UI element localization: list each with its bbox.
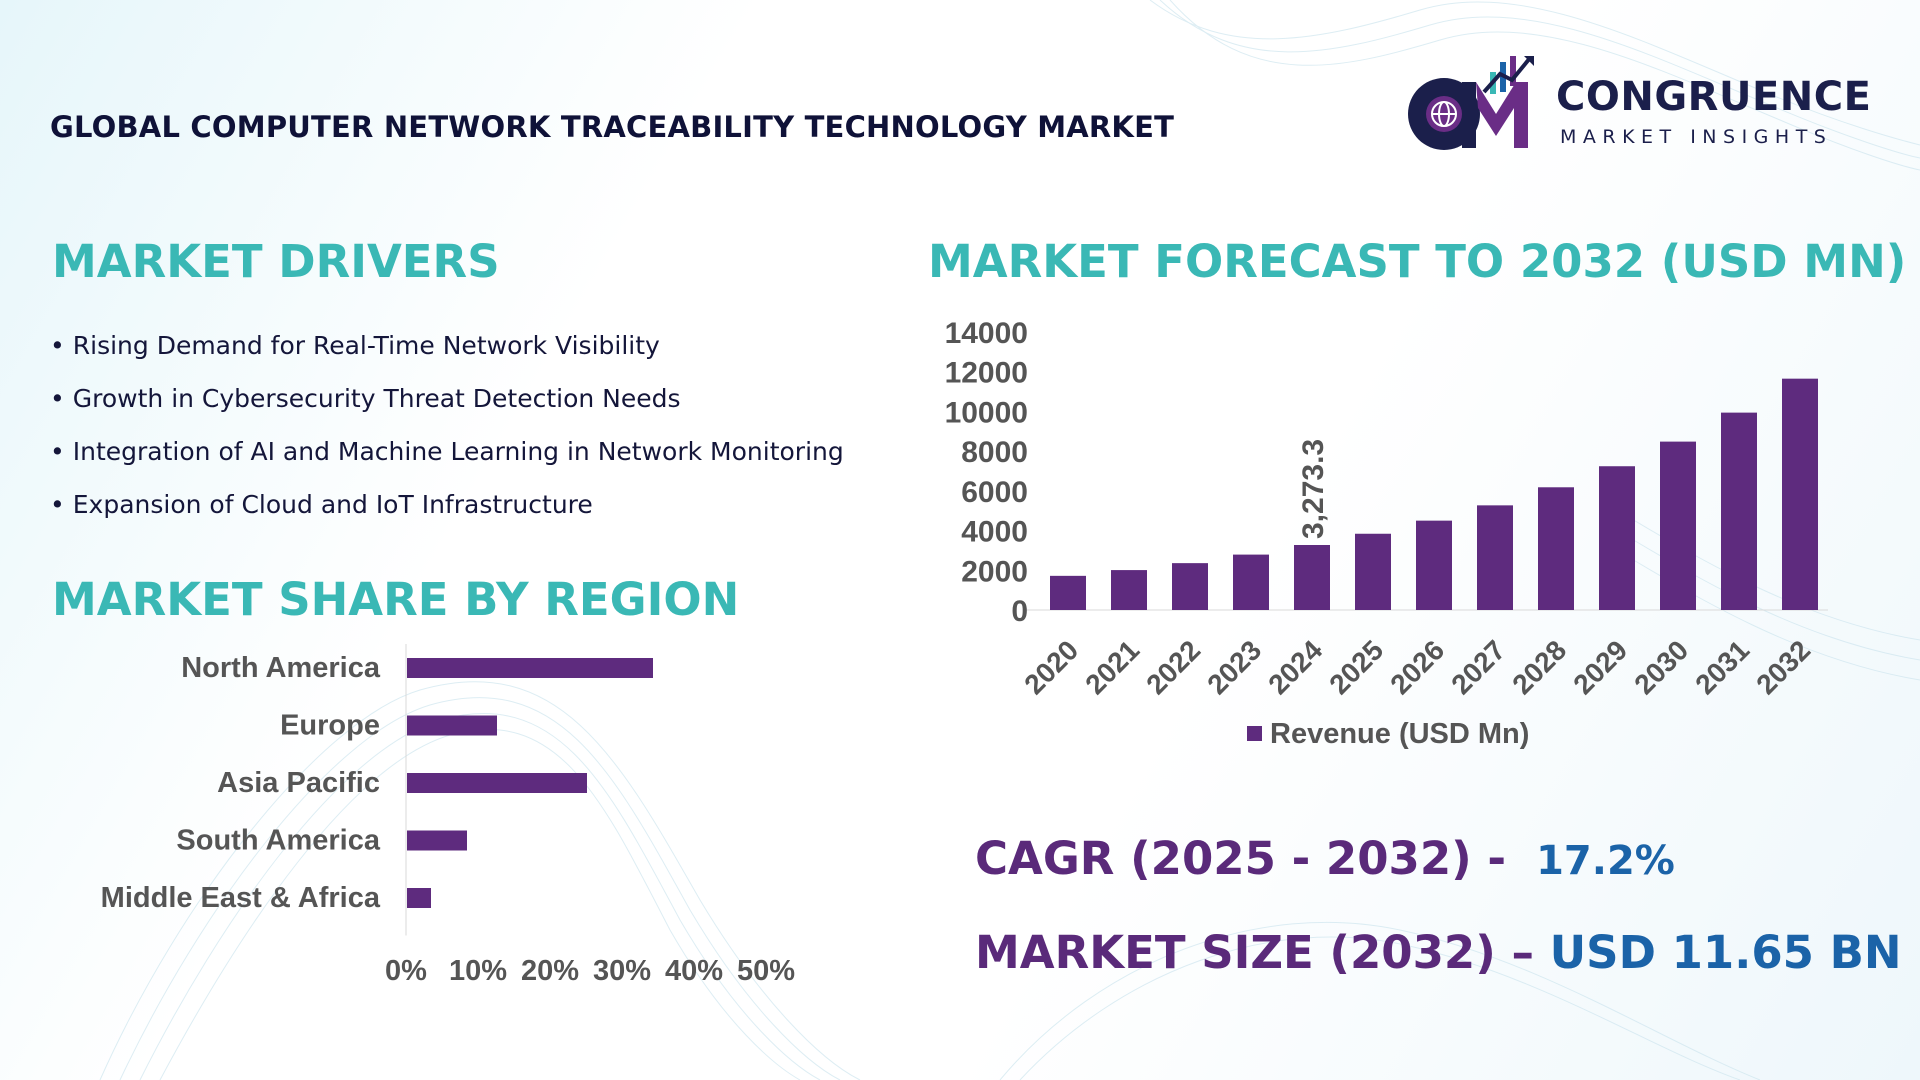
driver-item: • Integration of AI and Machine Learning …: [50, 434, 844, 487]
forecast-x-tick-label: 2025: [1323, 634, 1389, 700]
region-category-label: Middle East & Africa: [101, 882, 381, 914]
forecast-x-tick-label: 2029: [1567, 634, 1633, 700]
forecast-bar: [1477, 505, 1513, 610]
forecast-bar: [1233, 554, 1269, 610]
driver-item: • Growth in Cybersecurity Threat Detectio…: [50, 381, 844, 434]
forecast-bar: [1721, 412, 1757, 610]
region-tick-label: 50%: [737, 955, 795, 987]
driver-text: Growth in Cybersecurity Threat Detection…: [72, 384, 681, 413]
forecast-x-tick-label: 2032: [1750, 634, 1816, 700]
bullet-icon: •: [50, 437, 65, 466]
legend-swatch-icon: [1247, 726, 1262, 741]
driver-item: • Rising Demand for Real-Time Network Vis…: [50, 328, 844, 381]
logo-tagline: MARKET INSIGHTS: [1560, 126, 1833, 148]
market-size-summary: MARKET SIZE (2032) – USD 11.65 BN: [975, 926, 1902, 979]
forecast-x-tick-label: 2027: [1445, 634, 1511, 700]
forecast-x-tick-label: 2024: [1262, 634, 1328, 700]
forecast-bar: [1782, 378, 1818, 610]
forecast-heading: MARKET FORECAST TO 2032 (USD MN): [928, 235, 1907, 288]
forecast-bar: [1355, 533, 1391, 610]
region-tick-label: 20%: [521, 955, 579, 987]
region-bar: [407, 773, 587, 793]
driver-text: Integration of AI and Machine Learning i…: [72, 437, 844, 466]
forecast-bar: [1538, 487, 1574, 610]
bullet-icon: •: [50, 490, 65, 519]
forecast-bar: [1050, 575, 1086, 610]
forecast-bar: [1660, 441, 1696, 610]
market-size-label: MARKET SIZE (2032) –: [975, 926, 1534, 979]
forecast-bar: [1111, 570, 1147, 610]
page-title: GLOBAL COMPUTER NETWORK TRACEABILITY TEC…: [50, 110, 1175, 144]
cagr-summary: CAGR (2025 - 2032) - 17.2%: [975, 832, 1675, 885]
driver-item: • Expansion of Cloud and IoT Infrastructu…: [50, 487, 844, 540]
forecast-y-tick-label: 2000: [961, 555, 1028, 588]
forecast-x-tick-label: 2020: [1018, 634, 1084, 700]
forecast-data-label: 3,273.3: [1297, 439, 1330, 539]
market-drivers-list: • Rising Demand for Real-Time Network Vis…: [50, 328, 844, 540]
forecast-x-tick-label: 2021: [1079, 634, 1145, 700]
forecast-x-tick-label: 2026: [1384, 634, 1450, 700]
forecast-y-tick-label: 10000: [945, 396, 1028, 429]
cagr-value: 17.2%: [1536, 838, 1675, 884]
region-category-label: Europe: [280, 710, 380, 742]
forecast-y-tick-label: 6000: [961, 476, 1028, 509]
cm-globe-bars-logo-icon: [1408, 56, 1534, 150]
forecast-x-tick-label: 2028: [1506, 634, 1572, 700]
region-share-heading: MARKET SHARE BY REGION: [52, 573, 740, 626]
region-bar: [407, 658, 653, 678]
region-bar: [407, 715, 497, 736]
forecast-x-tick-label: 2023: [1201, 634, 1267, 700]
region-tick-label: 30%: [593, 955, 651, 987]
forecast-x-tick-label: 2031: [1689, 634, 1755, 700]
region-bar: [407, 888, 431, 908]
region-tick-label: 0%: [385, 955, 427, 987]
driver-text: Rising Demand for Real-Time Network Visi…: [72, 331, 660, 360]
legend-label: Revenue (USD Mn): [1270, 718, 1529, 750]
forecast-y-tick-label: 4000: [961, 516, 1028, 549]
forecast-bar: [1172, 563, 1208, 610]
forecast-x-tick-label: 2022: [1140, 634, 1206, 700]
forecast-bar: [1294, 545, 1330, 610]
forecast-bar: [1416, 520, 1452, 610]
forecast-x-tick-label: 2030: [1628, 634, 1694, 700]
forecast-y-tick-label: 8000: [961, 436, 1028, 469]
forecast-y-tick-label: 0: [1011, 595, 1028, 628]
region-category-label: North America: [181, 652, 381, 684]
forecast-bar: [1599, 466, 1635, 610]
region-bar: [407, 830, 467, 851]
company-logo: CONGRUENCE MARKET INSIGHTS: [1400, 52, 1880, 162]
forecast-y-tick-label: 14000: [945, 317, 1028, 350]
region-category-label: Asia Pacific: [217, 767, 380, 799]
bullet-icon: •: [50, 384, 65, 413]
market-drivers-heading: MARKET DRIVERS: [52, 235, 500, 288]
bullet-icon: •: [50, 331, 65, 360]
cagr-label: CAGR (2025 - 2032) -: [975, 832, 1507, 885]
region-tick-label: 40%: [665, 955, 723, 987]
logo-name: CONGRUENCE: [1556, 74, 1872, 120]
region-share-bar-chart: North America Europe Asia Pacific South Ame…: [101, 644, 795, 987]
market-size-value: USD 11.65 BN: [1549, 926, 1902, 979]
region-category-label: South America: [176, 825, 380, 857]
forecast-bar-chart: 0 2000 4000 6000 8000 10000 12000 14000 20202021…: [945, 317, 1828, 750]
forecast-y-tick-label: 12000: [945, 357, 1028, 390]
driver-text: Expansion of Cloud and IoT Infrastructur…: [72, 490, 593, 519]
region-tick-label: 10%: [449, 955, 507, 987]
